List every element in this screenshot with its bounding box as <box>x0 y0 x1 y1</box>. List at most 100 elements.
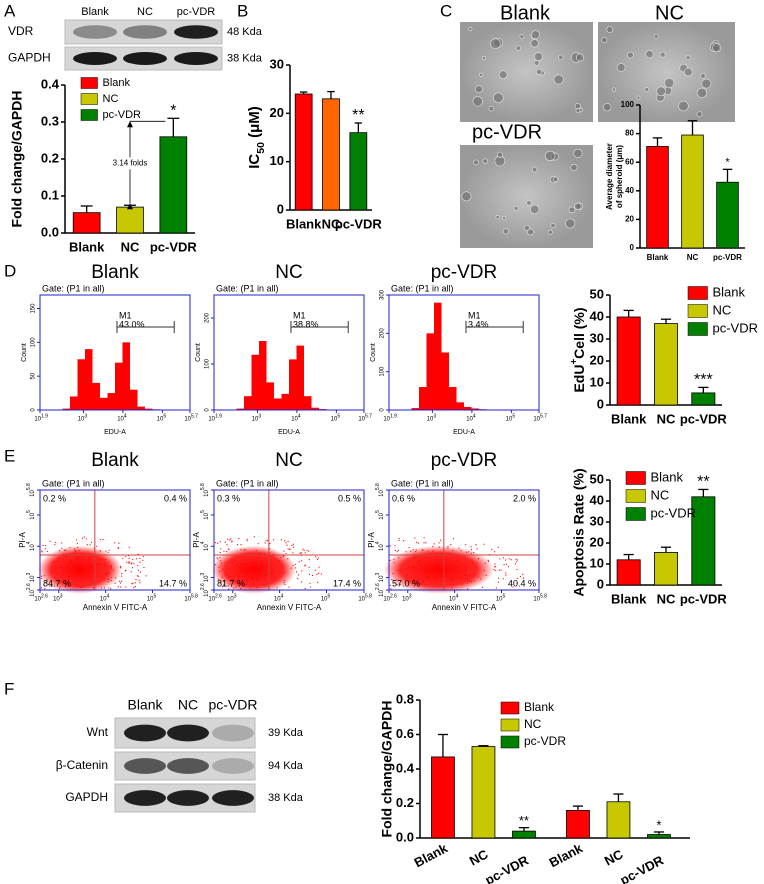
event-dot <box>145 575 147 577</box>
y-tick-base: 10 <box>30 489 36 496</box>
spheroid <box>533 60 540 66</box>
event-dot <box>55 565 57 568</box>
plot-frame <box>39 294 191 411</box>
event-dot <box>90 574 92 576</box>
event-dot <box>41 577 43 580</box>
event-dot <box>389 559 391 561</box>
event-dot <box>78 561 81 564</box>
y-tick-label: 50 <box>31 372 37 379</box>
spheroid <box>659 51 666 58</box>
event-dot <box>218 570 221 573</box>
event-dot <box>136 575 138 577</box>
x-axis-label: Annexin V FITC-A <box>257 603 322 612</box>
event-dot <box>452 549 454 551</box>
event-dot <box>83 536 85 538</box>
event-dot <box>110 576 113 579</box>
y-tick-label: 10 <box>270 153 284 168</box>
event-dot <box>318 572 320 574</box>
blot-band <box>124 724 166 742</box>
y-tick-exponent: 2.6 <box>375 583 381 590</box>
event-dot <box>410 550 412 552</box>
event-dot <box>279 570 281 572</box>
event-dot <box>301 581 303 583</box>
event-dot <box>415 549 417 551</box>
spheroid <box>574 202 582 210</box>
event-dot <box>320 573 323 575</box>
event-dot <box>413 556 415 558</box>
legend-label: NC <box>103 93 119 105</box>
y-tick-label: 0 <box>205 408 211 412</box>
event-dot <box>423 537 425 539</box>
legend-label: Blank <box>524 700 555 714</box>
event-dot <box>308 573 311 576</box>
spheroid <box>645 50 654 59</box>
panel-label: A <box>4 1 16 20</box>
y-tick-label: 80 <box>625 129 634 138</box>
spheroid <box>636 95 641 100</box>
legend-swatch <box>687 304 708 318</box>
significance: * <box>656 817 661 832</box>
event-dot <box>137 564 139 567</box>
event-dot <box>137 569 140 572</box>
bar <box>606 801 631 839</box>
event-dot <box>404 578 406 580</box>
event-dot <box>473 551 475 554</box>
event-dot <box>391 578 393 581</box>
event-dot <box>282 555 285 558</box>
event-dot <box>85 538 87 540</box>
event-dot <box>115 577 117 579</box>
event-dot <box>59 581 61 583</box>
event-dot <box>465 562 468 564</box>
event-dot <box>125 555 127 558</box>
x-tick-base: 10 <box>427 417 434 423</box>
spheroid <box>495 215 500 220</box>
event-dot <box>276 587 278 589</box>
x-tick-label: NC <box>467 846 491 868</box>
x-tick-exponent: 3 <box>60 593 63 599</box>
x-tick-exponent: 5 <box>512 413 515 419</box>
event-dot <box>121 575 123 577</box>
event-dot <box>242 563 244 565</box>
event-dot <box>512 586 514 588</box>
y-label-part: + <box>569 359 580 365</box>
y-tick-label: 30 <box>590 330 604 345</box>
x-tick-exponent: 5 <box>337 413 340 419</box>
note-background <box>108 157 152 170</box>
event-dot <box>54 543 56 546</box>
x-tick-exponent: 4 <box>124 413 127 419</box>
x-tick-label: pc-VDR <box>617 852 666 884</box>
event-dot <box>477 558 480 560</box>
event-dot <box>505 559 507 561</box>
histogram-bar <box>236 408 244 410</box>
event-dot <box>82 585 84 587</box>
spheroid <box>683 67 693 77</box>
event-dot <box>461 577 463 579</box>
histogram-bar <box>304 396 312 410</box>
lane-label: NC <box>178 697 198 713</box>
event-dot <box>225 572 227 574</box>
event-dot <box>49 585 51 587</box>
event-dot <box>65 570 68 572</box>
event-dot <box>500 569 502 571</box>
event-dot <box>232 578 234 580</box>
event-dot <box>408 547 410 549</box>
event-dot <box>239 566 241 569</box>
legend-label: pc-VDR <box>713 320 759 335</box>
panel-label: D <box>4 261 16 280</box>
x-tick-base: 10 <box>291 417 298 423</box>
y-tick-label: 0.4 <box>41 76 60 91</box>
quadrant-percent: 0.6 % <box>392 493 415 503</box>
spheroid <box>553 74 564 85</box>
event-dot <box>221 568 223 570</box>
event-dot <box>510 559 512 561</box>
event-dot <box>316 573 318 575</box>
event-dot <box>300 560 303 562</box>
event-dot <box>497 546 499 548</box>
blot-size-label: 94 Kda <box>268 760 304 772</box>
event-dot <box>467 588 469 590</box>
event-dot <box>102 538 104 541</box>
event-dot <box>77 546 79 549</box>
histogram-bar <box>77 359 85 410</box>
histogram-bar <box>145 408 153 410</box>
